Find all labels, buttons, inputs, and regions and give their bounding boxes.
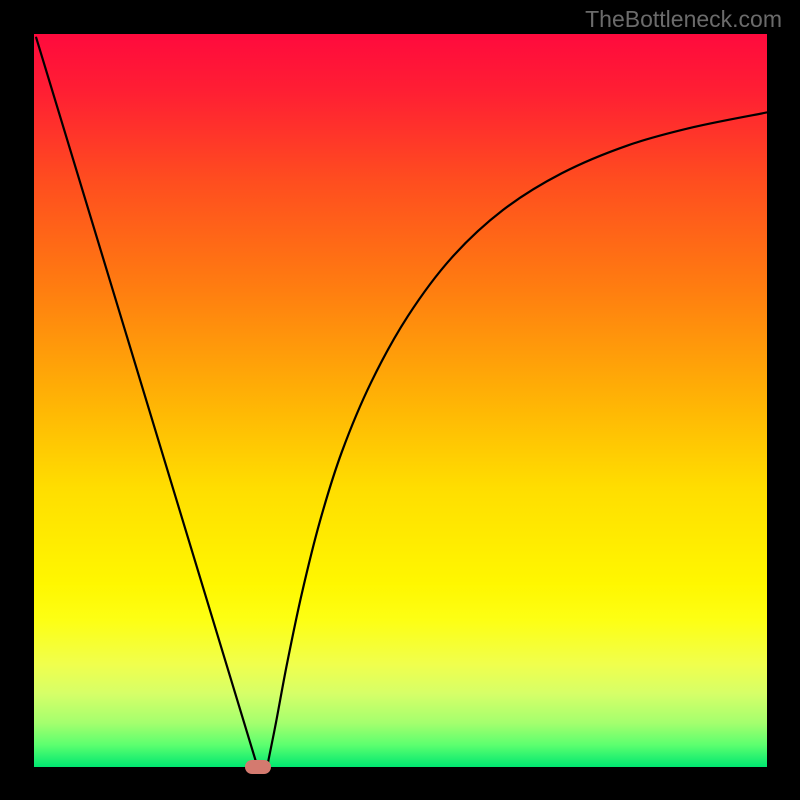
chart-container: TheBottleneck.com [0,0,800,800]
optimum-marker [245,760,271,774]
watermark-text: TheBottleneck.com [585,6,782,33]
bottleneck-curve [0,0,800,800]
